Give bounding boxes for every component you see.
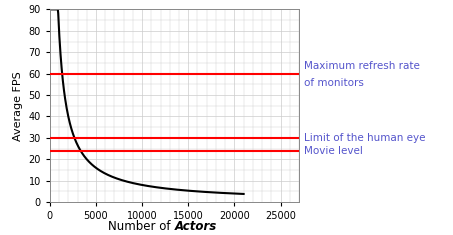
Text: Limit of the human eye: Limit of the human eye (304, 133, 425, 143)
Text: Maximum refresh rate: Maximum refresh rate (304, 61, 419, 71)
Text: of monitors: of monitors (304, 78, 363, 88)
Text: Number of: Number of (108, 220, 174, 233)
Y-axis label: Average FPS: Average FPS (13, 71, 23, 141)
Text: Movie level: Movie level (304, 146, 362, 156)
Text: Actors: Actors (174, 220, 217, 233)
